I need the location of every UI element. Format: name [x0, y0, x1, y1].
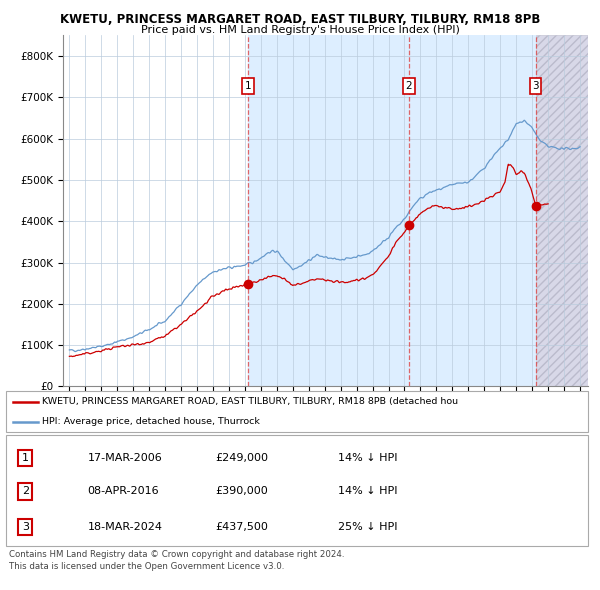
Text: 25% ↓ HPI: 25% ↓ HPI	[338, 522, 397, 532]
Bar	[536, 35, 588, 386]
Text: 14% ↓ HPI: 14% ↓ HPI	[338, 453, 397, 463]
Text: KWETU, PRINCESS MARGARET ROAD, EAST TILBURY, TILBURY, RM18 8PB (detached hou: KWETU, PRINCESS MARGARET ROAD, EAST TILB…	[42, 397, 458, 407]
Text: 14% ↓ HPI: 14% ↓ HPI	[338, 486, 397, 496]
Text: 18-MAR-2024: 18-MAR-2024	[88, 522, 163, 532]
Text: 2: 2	[22, 486, 29, 496]
Text: KWETU, PRINCESS MARGARET ROAD, EAST TILBURY, TILBURY, RM18 8PB: KWETU, PRINCESS MARGARET ROAD, EAST TILB…	[60, 13, 540, 26]
Text: This data is licensed under the Open Government Licence v3.0.: This data is licensed under the Open Gov…	[9, 562, 284, 571]
Text: £390,000: £390,000	[215, 486, 268, 496]
Text: Price paid vs. HM Land Registry's House Price Index (HPI): Price paid vs. HM Land Registry's House …	[140, 25, 460, 35]
Text: 3: 3	[22, 522, 29, 532]
Text: 08-APR-2016: 08-APR-2016	[88, 486, 159, 496]
Text: 17-MAR-2006: 17-MAR-2006	[88, 453, 162, 463]
Text: £437,500: £437,500	[215, 522, 268, 532]
Text: 1: 1	[22, 453, 29, 463]
Text: 3: 3	[532, 81, 539, 91]
Text: £249,000: £249,000	[215, 453, 269, 463]
Text: 2: 2	[406, 81, 412, 91]
Text: 1: 1	[245, 81, 251, 91]
Text: HPI: Average price, detached house, Thurrock: HPI: Average price, detached house, Thur…	[42, 417, 260, 426]
Text: Contains HM Land Registry data © Crown copyright and database right 2024.: Contains HM Land Registry data © Crown c…	[9, 550, 344, 559]
Bar	[248, 35, 535, 386]
